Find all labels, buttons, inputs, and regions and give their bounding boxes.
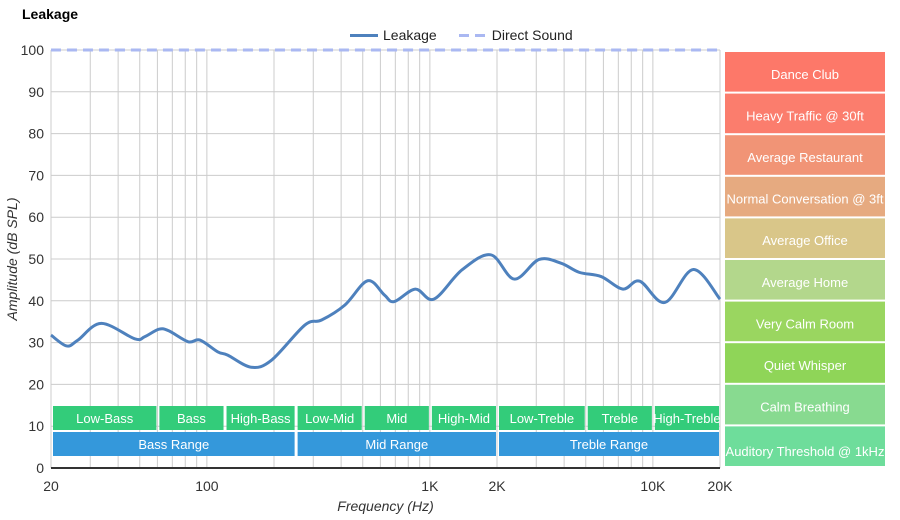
- chart-title: Leakage: [22, 6, 79, 22]
- band-box: [499, 406, 585, 430]
- band-label: High-Bass: [231, 411, 291, 426]
- range-box: [53, 432, 295, 456]
- y-tick-label: 60: [28, 209, 44, 225]
- y-axis-title: Amplitude (dB SPL): [4, 198, 20, 322]
- reference-level-box: [725, 218, 885, 258]
- band-box: [587, 406, 652, 430]
- band-label: Low-Treble: [510, 411, 575, 426]
- x-tick-label: 20: [43, 478, 59, 494]
- reference-level-label: Average Office: [762, 233, 848, 248]
- x-axis-title: Frequency (Hz): [337, 498, 433, 514]
- y-tick-label: 10: [28, 418, 44, 434]
- band-label: High-Mid: [438, 411, 490, 426]
- reference-level-box: [725, 260, 885, 300]
- y-tick-label: 100: [21, 42, 45, 58]
- x-tick-label: 100: [195, 478, 219, 494]
- legend-label: Direct Sound: [491, 27, 573, 43]
- reference-level-box: [725, 52, 885, 92]
- y-tick-label: 50: [28, 251, 44, 267]
- reference-level-label: Calm Breathing: [760, 400, 850, 415]
- band-label: High-Treble: [653, 411, 720, 426]
- reference-level-label: Dance Club: [771, 67, 839, 82]
- band-label: Low-Mid: [305, 411, 354, 426]
- band-box: [431, 406, 496, 430]
- reference-level-label: Quiet Whisper: [764, 358, 847, 373]
- y-tick-label: 40: [28, 293, 44, 309]
- range-label: Bass Range: [138, 437, 209, 452]
- band-box: [297, 406, 362, 430]
- x-tick-label: 2K: [488, 478, 506, 494]
- reference-level-box: [725, 135, 885, 175]
- band-label: Low-Bass: [76, 411, 134, 426]
- reference-level-box: [725, 426, 885, 466]
- reference-level-box: [725, 301, 885, 342]
- series-line-leakage: [50, 253, 722, 369]
- legend: Leakage Direct Sound: [350, 27, 595, 43]
- reference-level-box: [725, 176, 885, 217]
- y-tick-label: 20: [28, 376, 44, 392]
- band-label: Bass: [177, 411, 206, 426]
- band-box: [159, 406, 224, 430]
- y-tick-label: 90: [28, 84, 44, 100]
- band-box: [53, 406, 157, 430]
- x-tick-label: 1K: [421, 478, 439, 494]
- band-label: Mid: [386, 411, 407, 426]
- reference-level-label: Normal Conversation @ 3ft: [727, 192, 884, 207]
- reference-level-label: Auditory Threshold @ 1kHz: [726, 444, 885, 459]
- reference-level-box: [725, 343, 885, 383]
- legend-label: Leakage: [383, 27, 437, 43]
- band-box: [364, 406, 429, 430]
- y-tick-label: 70: [28, 167, 44, 183]
- legend-swatch-leakage: [350, 33, 378, 37]
- range-box: [499, 432, 719, 456]
- band-box: [226, 406, 295, 430]
- band-label: Treble: [602, 411, 638, 426]
- legend-swatch-direct-sound: [458, 33, 487, 37]
- reference-level-box: [725, 93, 885, 134]
- y-tick-label: 80: [28, 126, 44, 142]
- y-tick-label: 0: [36, 460, 44, 476]
- reference-level-label: Average Home: [762, 275, 848, 290]
- reference-level-label: Very Calm Room: [756, 316, 854, 331]
- range-label: Treble Range: [570, 437, 648, 452]
- reference-level-box: [725, 384, 885, 425]
- band-box: [654, 406, 719, 430]
- x-tick-label: 10K: [640, 478, 666, 494]
- range-label: Mid Range: [365, 437, 428, 452]
- reference-level-label: Heavy Traffic @ 30ft: [746, 108, 864, 123]
- range-box: [297, 432, 496, 456]
- y-tick-label: 30: [28, 335, 44, 351]
- legend-item-direct-sound[interactable]: Direct Sound: [458, 27, 573, 43]
- reference-level-label: Average Restaurant: [747, 150, 863, 165]
- x-tick-label: 20K: [708, 478, 734, 494]
- legend-item-leakage[interactable]: Leakage: [350, 27, 437, 43]
